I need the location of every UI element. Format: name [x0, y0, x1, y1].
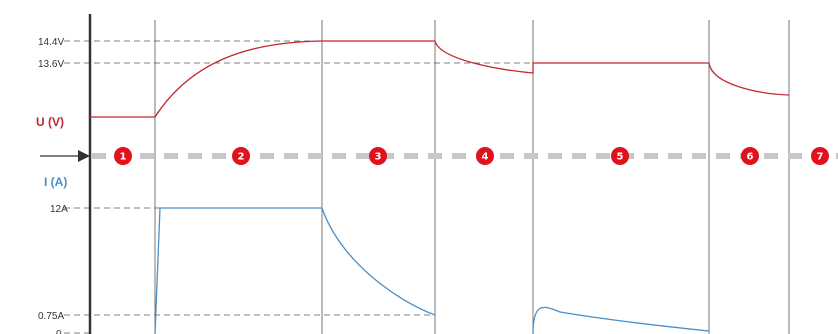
- stage-dividers: [154, 20, 790, 334]
- stage-badge-label-3: 3: [375, 152, 382, 163]
- stage-badge-5: [611, 147, 629, 165]
- tick-14-4v: 14.4V: [38, 37, 64, 48]
- tick-13-6v: 13.6V: [38, 59, 64, 70]
- stage-badges: 1 2 3 4 5 6 7: [114, 147, 829, 165]
- stage-badge-1: [114, 147, 132, 165]
- stage-badge-label-6: 6: [747, 152, 754, 163]
- current-series-line: [154, 207, 710, 334]
- stage-badge-label-2: 2: [238, 152, 245, 163]
- stage-badge-label-7: 7: [817, 152, 824, 163]
- stage-badge-6: [741, 147, 759, 165]
- voltage-axis-title: U (V): [36, 115, 64, 129]
- reference-lines: [64, 40, 709, 334]
- time-axis-arrowhead: [78, 150, 90, 162]
- stage-badge-label-5: 5: [617, 152, 624, 163]
- stage-badge-7: [811, 147, 829, 165]
- tick-12a: 12A: [50, 204, 68, 215]
- stage-badge-3: [369, 147, 387, 165]
- stage-badge-2: [232, 147, 250, 165]
- tick-0-75a: 0.75A: [38, 311, 64, 322]
- stage-badge-label-4: 4: [482, 152, 489, 163]
- voltage-series-line: [90, 40, 790, 118]
- stage-badge-label-1: 1: [120, 152, 127, 163]
- tick-zero: 0: [56, 329, 62, 334]
- current-axis-title: I (A): [44, 175, 67, 189]
- stage-badge-4: [476, 147, 494, 165]
